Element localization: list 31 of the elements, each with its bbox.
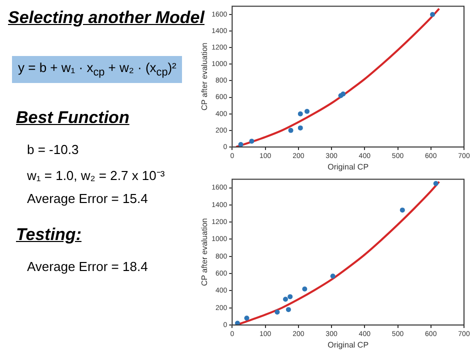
point <box>274 310 280 315</box>
point <box>298 111 303 116</box>
text: Average Error = 18.4 <box>27 259 148 274</box>
text: Testing: <box>16 225 82 245</box>
x-axis-title: Original CP <box>328 340 369 350</box>
text: w₁ = 1.0, w₂ = 2.7 x 10⁻³ <box>27 167 165 184</box>
text: Selecting another Model <box>8 8 204 28</box>
point <box>302 286 308 292</box>
point <box>238 142 244 147</box>
point <box>330 274 336 279</box>
point <box>298 125 303 130</box>
y-axis-title: CP after evaluation <box>200 218 210 286</box>
point <box>340 91 346 96</box>
y-axis-title: CP after evaluation <box>200 42 210 111</box>
line-series <box>235 8 440 147</box>
point <box>430 12 436 17</box>
point <box>288 294 293 300</box>
point <box>244 316 250 321</box>
point <box>288 128 294 133</box>
point <box>400 208 405 213</box>
text: Best Function <box>16 108 130 128</box>
point <box>282 296 288 302</box>
text: Average Error = 15.4 <box>27 191 148 206</box>
text: y = b + w₁ · x$_{cp}$ + w₂ · (x$_{cp}$)² <box>12 56 182 83</box>
point <box>286 307 291 312</box>
point <box>304 108 310 114</box>
point <box>234 320 240 325</box>
point <box>433 180 438 186</box>
point <box>249 138 254 144</box>
x-axis-title: Original CP <box>328 162 369 172</box>
text: b = -10.3 <box>27 142 79 157</box>
